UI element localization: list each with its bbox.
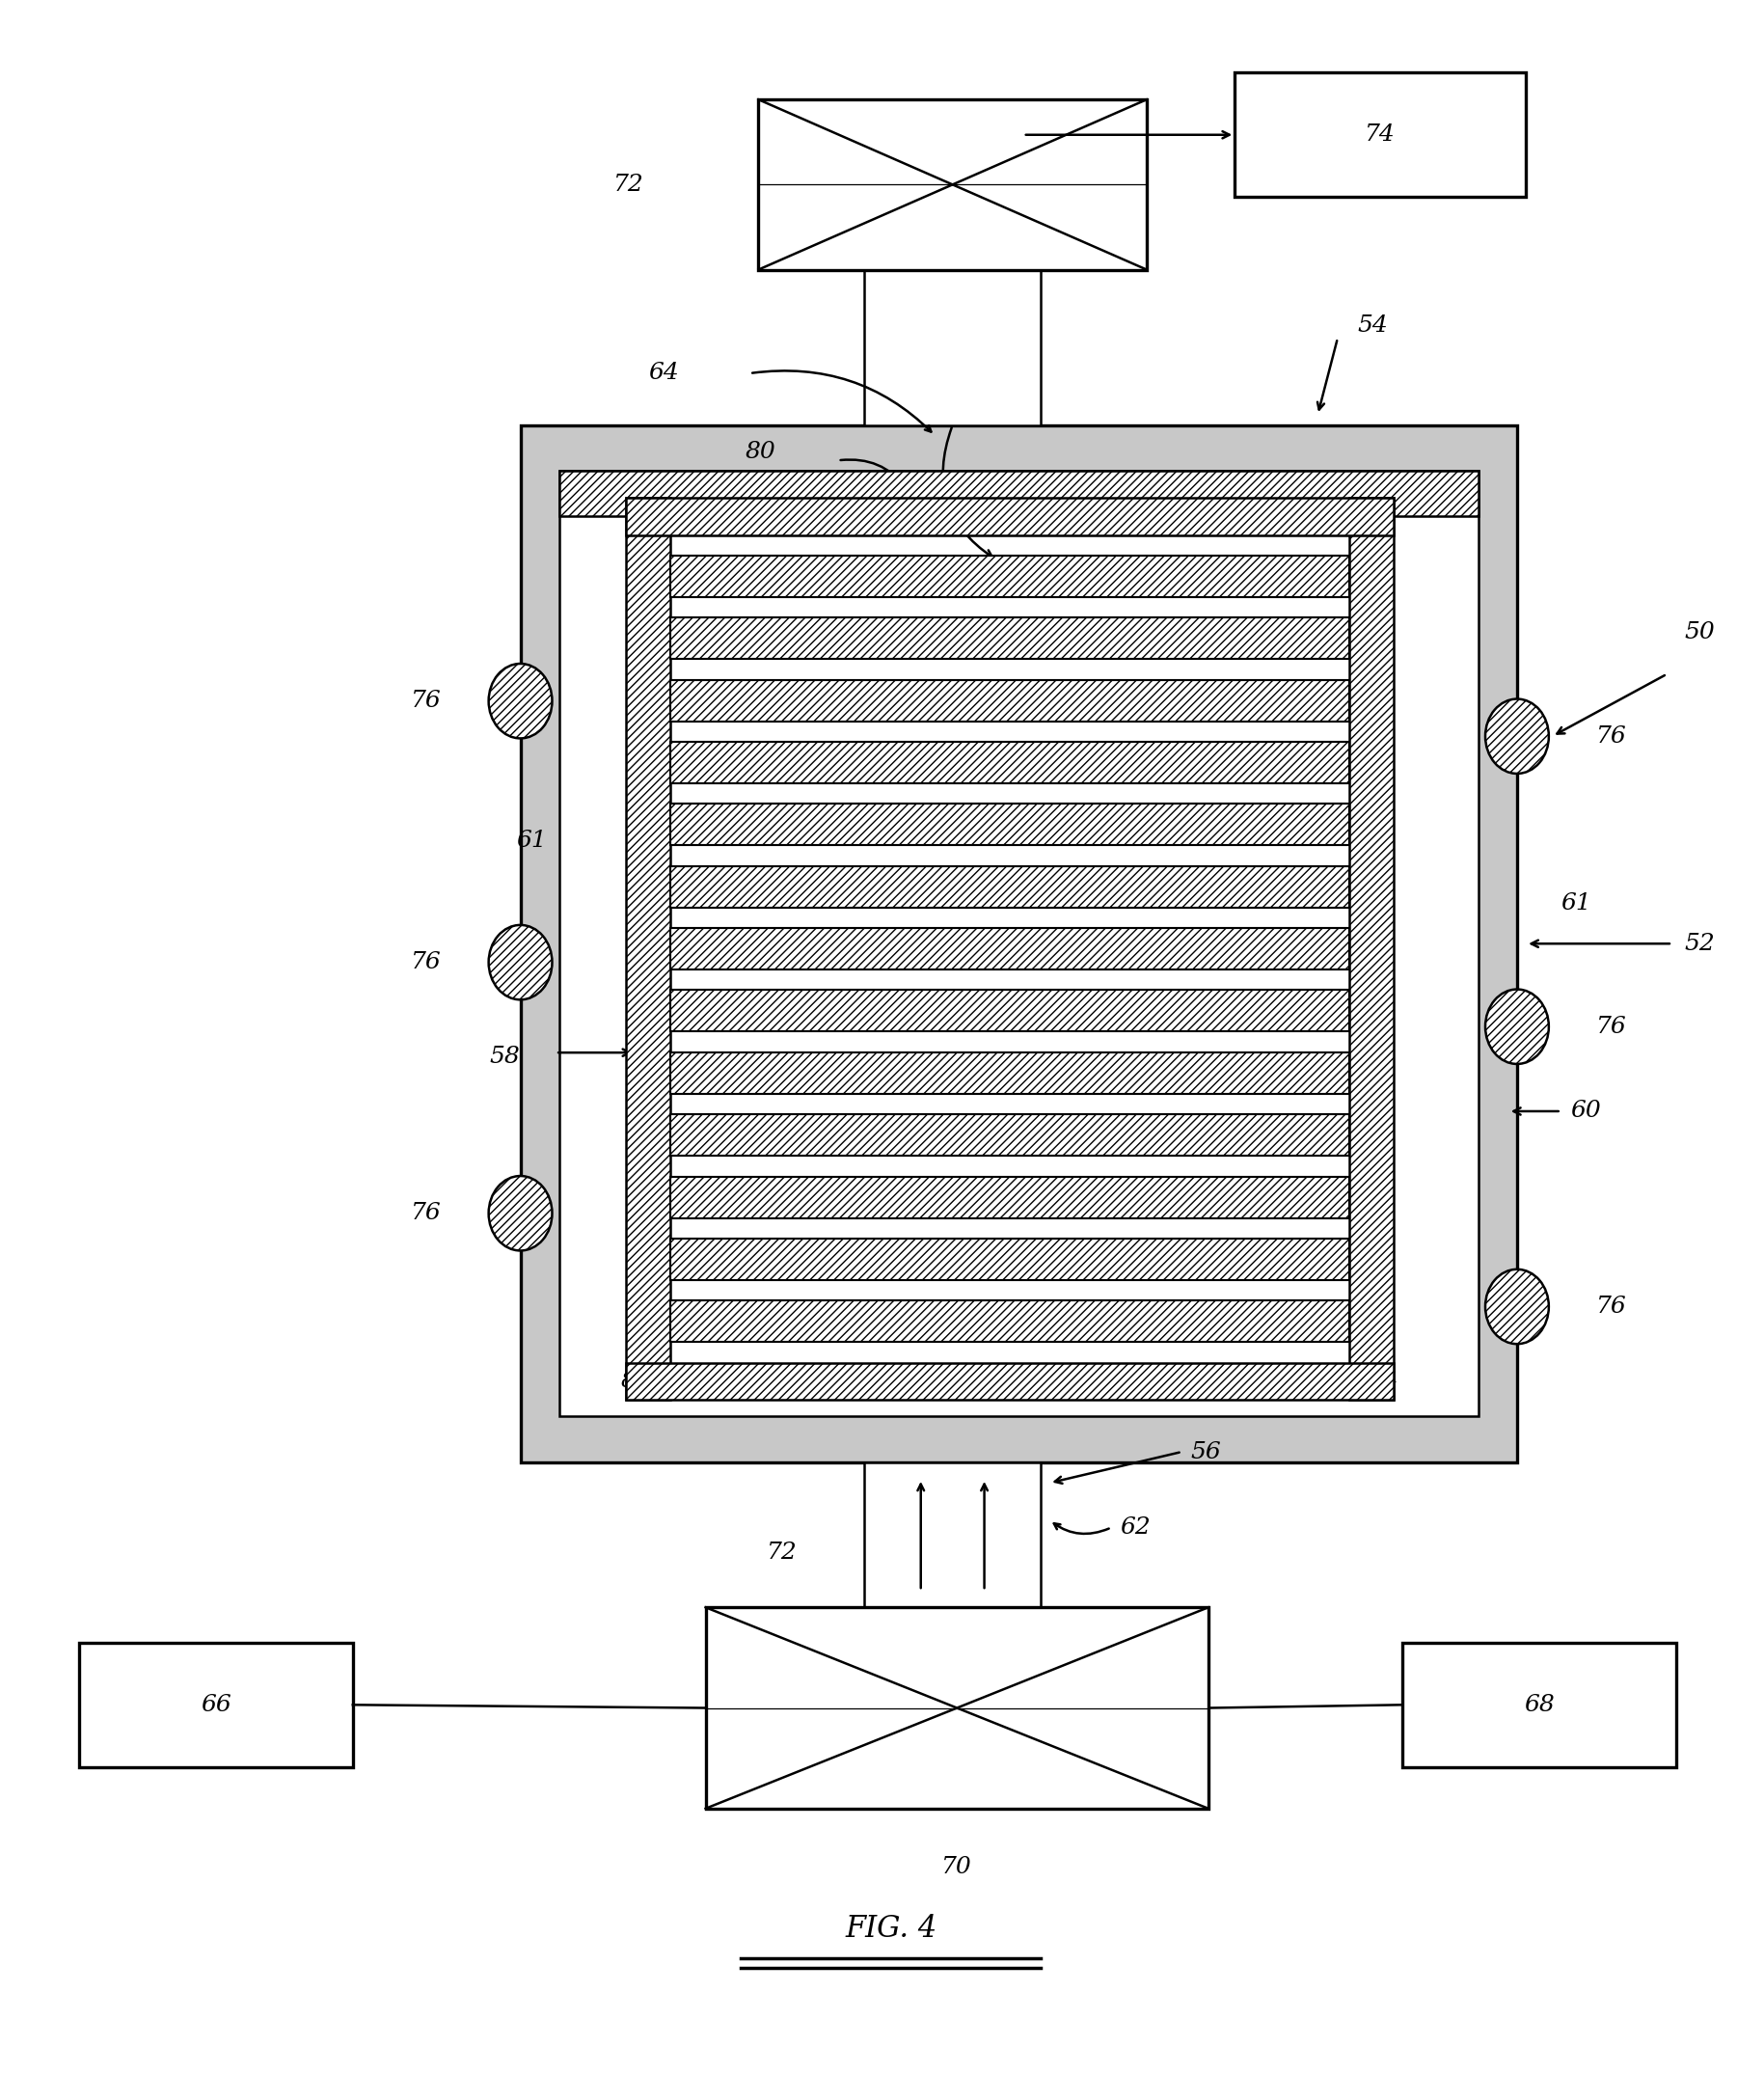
Text: 82: 82 bbox=[1360, 568, 1385, 585]
Bar bbox=[670, 867, 1349, 908]
Bar bbox=[864, 1462, 1041, 1607]
Text: 82: 82 bbox=[1360, 693, 1385, 709]
Text: 61: 61 bbox=[517, 830, 547, 852]
Text: 50: 50 bbox=[1685, 622, 1715, 643]
Text: 82: 82 bbox=[635, 940, 660, 958]
Bar bbox=[626, 1363, 1394, 1400]
Circle shape bbox=[489, 925, 552, 1000]
Text: 82: 82 bbox=[635, 755, 660, 772]
Circle shape bbox=[1485, 989, 1549, 1064]
Bar bbox=[670, 556, 1349, 597]
Text: 82: 82 bbox=[635, 1251, 660, 1267]
Bar bbox=[626, 498, 1394, 535]
Circle shape bbox=[489, 664, 552, 738]
Text: 72: 72 bbox=[767, 1541, 797, 1564]
Text: 82: 82 bbox=[1360, 1126, 1385, 1143]
Text: 56: 56 bbox=[1191, 1441, 1221, 1462]
Text: 74: 74 bbox=[1365, 124, 1395, 145]
Text: 82: 82 bbox=[635, 693, 660, 709]
Text: 82: 82 bbox=[1360, 877, 1385, 896]
Text: 72: 72 bbox=[614, 174, 644, 195]
Text: 84: 84 bbox=[1372, 1371, 1399, 1392]
Text: 66: 66 bbox=[201, 1694, 231, 1715]
Text: 76: 76 bbox=[1596, 1016, 1626, 1037]
Bar bbox=[559, 471, 1478, 516]
Text: 82: 82 bbox=[1360, 755, 1385, 772]
Bar bbox=[670, 1176, 1349, 1217]
Text: 76: 76 bbox=[411, 691, 441, 711]
Text: 76: 76 bbox=[1596, 726, 1626, 747]
Text: 82: 82 bbox=[635, 1188, 660, 1205]
Circle shape bbox=[489, 1176, 552, 1251]
Text: 61: 61 bbox=[1561, 892, 1591, 915]
Text: 54: 54 bbox=[1358, 315, 1388, 336]
Text: 82: 82 bbox=[635, 568, 660, 585]
Text: 76: 76 bbox=[411, 952, 441, 973]
Text: 82: 82 bbox=[1360, 630, 1385, 647]
Bar bbox=[670, 1238, 1349, 1280]
Text: 62: 62 bbox=[1120, 1516, 1150, 1539]
Bar bbox=[1402, 1643, 1676, 1767]
Text: 82: 82 bbox=[635, 1064, 660, 1083]
Circle shape bbox=[1485, 1269, 1549, 1344]
Bar bbox=[864, 270, 1041, 425]
Text: 82: 82 bbox=[635, 1126, 660, 1143]
Bar bbox=[670, 680, 1349, 722]
Bar bbox=[670, 1114, 1349, 1155]
Text: FIG. 4: FIG. 4 bbox=[845, 1914, 937, 1943]
Bar bbox=[670, 989, 1349, 1031]
Text: 82: 82 bbox=[1360, 1188, 1385, 1205]
Text: 64: 64 bbox=[649, 363, 679, 384]
Text: 82: 82 bbox=[635, 877, 660, 896]
Text: 60: 60 bbox=[1570, 1099, 1600, 1122]
Bar bbox=[670, 742, 1349, 784]
Bar bbox=[520, 425, 1517, 1462]
Bar bbox=[1349, 498, 1394, 1400]
Text: 82: 82 bbox=[1360, 1064, 1385, 1083]
Text: 84: 84 bbox=[621, 1371, 649, 1392]
Bar bbox=[626, 498, 670, 1400]
Text: 76: 76 bbox=[1596, 1296, 1626, 1317]
Bar bbox=[670, 618, 1349, 660]
Text: 52: 52 bbox=[1685, 933, 1715, 954]
Text: 58: 58 bbox=[490, 1045, 520, 1068]
Circle shape bbox=[1485, 699, 1549, 774]
Text: 82: 82 bbox=[1360, 1251, 1385, 1267]
Text: 76: 76 bbox=[411, 1203, 441, 1224]
Bar bbox=[670, 805, 1349, 846]
Text: 82: 82 bbox=[1360, 1313, 1385, 1329]
Text: 82: 82 bbox=[1360, 815, 1385, 834]
Bar bbox=[706, 1607, 1208, 1809]
Text: 80: 80 bbox=[746, 442, 776, 463]
Bar bbox=[559, 471, 1478, 1417]
Bar bbox=[670, 1300, 1349, 1342]
Bar bbox=[79, 1643, 353, 1767]
Bar bbox=[759, 100, 1147, 270]
Text: 82: 82 bbox=[635, 815, 660, 834]
Bar bbox=[670, 1052, 1349, 1093]
Text: 70: 70 bbox=[942, 1856, 972, 1877]
Text: 68: 68 bbox=[1524, 1694, 1554, 1715]
Text: 82: 82 bbox=[635, 630, 660, 647]
Text: 82: 82 bbox=[635, 1002, 660, 1020]
Text: 82: 82 bbox=[1360, 1002, 1385, 1020]
Bar bbox=[1235, 73, 1526, 197]
Text: 82: 82 bbox=[1360, 940, 1385, 958]
Text: 82: 82 bbox=[635, 1313, 660, 1329]
Bar bbox=[670, 929, 1349, 969]
